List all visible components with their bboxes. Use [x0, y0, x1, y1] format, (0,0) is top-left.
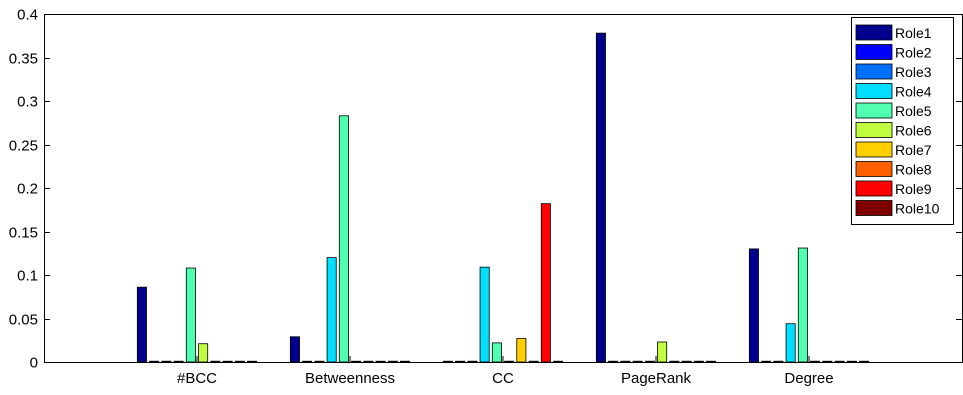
bar-role5-1 [338, 115, 349, 363]
bar-role4-1 [326, 257, 337, 363]
legend-label-role3: Role3 [895, 64, 932, 80]
y-axis-ticks: 0 0.05 0.1 0.15 0.2 0.25 0.3 0.35 0.4 [9, 7, 962, 372]
bar-role1-0 [136, 286, 147, 363]
legend-swatch-role3 [855, 63, 893, 80]
y-tick-label: 0.15 [9, 225, 38, 242]
legend-label-role2: Role2 [895, 45, 932, 61]
x-tick-label: PageRank [621, 370, 692, 387]
bar-role1-3 [595, 32, 606, 363]
bar-role8-3 [681, 360, 692, 363]
y-tick-label: 0.4 [17, 7, 38, 24]
bar-role9-0 [234, 360, 245, 363]
legend-label-role7: Role7 [895, 142, 932, 158]
x-tick-label: CC [492, 370, 514, 387]
bar-role4-2 [479, 266, 490, 363]
y-tick-label: 0.1 [17, 268, 38, 285]
legend-swatch-role7 [855, 141, 893, 158]
legend-swatch-role1 [855, 24, 893, 41]
bar-role9-3 [693, 360, 704, 363]
bar-role10-2 [553, 360, 564, 363]
bar-role10-4 [859, 360, 870, 363]
legend-swatch-role2 [855, 44, 893, 60]
bar-role5-3 [644, 360, 655, 363]
bar-role9-1 [387, 360, 398, 363]
bar-role7-3 [669, 360, 680, 363]
bar-role8-1 [375, 360, 386, 363]
bar-role5-0 [185, 267, 196, 363]
bar-role9-4 [846, 360, 857, 363]
bar-role7-2 [516, 338, 527, 363]
bar-role7-4 [822, 360, 833, 363]
bar-role3-1 [314, 360, 325, 363]
bar-role8-4 [834, 360, 845, 363]
legend-swatch-role10 [855, 200, 893, 216]
plot-frame [44, 14, 963, 363]
bar-role10-1 [400, 360, 411, 363]
bar-role4-4 [785, 323, 796, 363]
y-tick-label: 0.25 [9, 138, 38, 155]
legend-label-role1: Role1 [895, 25, 932, 41]
legend-label-role6: Role6 [895, 123, 932, 139]
bar-role6-2 [504, 360, 515, 363]
legend-swatch-role8 [855, 161, 893, 177]
y-tick-label: 0.05 [9, 312, 38, 329]
bar-role10-3 [706, 360, 717, 363]
bar-role7-0 [210, 360, 221, 363]
legend-label-role9: Role9 [895, 181, 932, 197]
legend-swatch-role6 [855, 122, 893, 138]
bar-role2-0 [149, 360, 160, 363]
bar-role9-2 [540, 203, 551, 363]
bar-role7-1 [363, 360, 374, 363]
bars [136, 32, 870, 363]
bar-role10-0 [247, 360, 258, 363]
bar-role6-3 [657, 341, 668, 363]
y-tick-label: 0 [30, 355, 38, 372]
legend-label-role4: Role4 [895, 84, 932, 100]
bar-role5-4 [797, 247, 808, 363]
bar-role2-1 [302, 360, 313, 363]
legend-label-role8: Role8 [895, 162, 932, 178]
y-tick-label: 0.35 [9, 51, 38, 68]
bar-role1-4 [748, 248, 759, 363]
y-tick-label: 0.2 [17, 181, 38, 198]
legend-swatch-role5 [855, 102, 893, 119]
y-tick-label: 0.3 [17, 94, 38, 111]
bar-role3-0 [161, 360, 172, 363]
legend-label-role10: Role10 [895, 201, 940, 217]
bar-role6-0 [198, 343, 209, 363]
bar-role4-0 [173, 360, 184, 363]
x-tick-label: #BCC [177, 370, 217, 387]
bar-role4-3 [632, 360, 643, 363]
bar-role6-4 [810, 360, 821, 363]
legend-swatch-role9 [855, 180, 893, 197]
bar-role6-1 [351, 360, 362, 363]
legend-label-role5: Role5 [895, 103, 932, 119]
bar-role8-2 [528, 360, 539, 363]
legend: Role1 Role2 Role3 Role4 Role5 Role6 Role7 Role8… [851, 17, 954, 225]
legend-swatch-role4 [855, 83, 893, 99]
x-axis-ticks: #BCC Betweenness CC PageRank Degree [177, 356, 834, 387]
bar-role2-3 [608, 360, 619, 363]
bar-role3-4 [773, 360, 784, 363]
bar-role1-1 [289, 336, 300, 363]
x-tick-label: Degree [784, 370, 833, 387]
bar-role3-3 [620, 360, 631, 363]
bar-role8-0 [222, 360, 233, 363]
bar-role3-2 [467, 360, 478, 363]
bar-role1-2 [442, 360, 453, 363]
bar-role5-2 [491, 342, 502, 363]
x-tick-label: Betweenness [305, 370, 395, 387]
bar-role2-4 [761, 360, 772, 363]
bar-role2-2 [455, 360, 466, 363]
